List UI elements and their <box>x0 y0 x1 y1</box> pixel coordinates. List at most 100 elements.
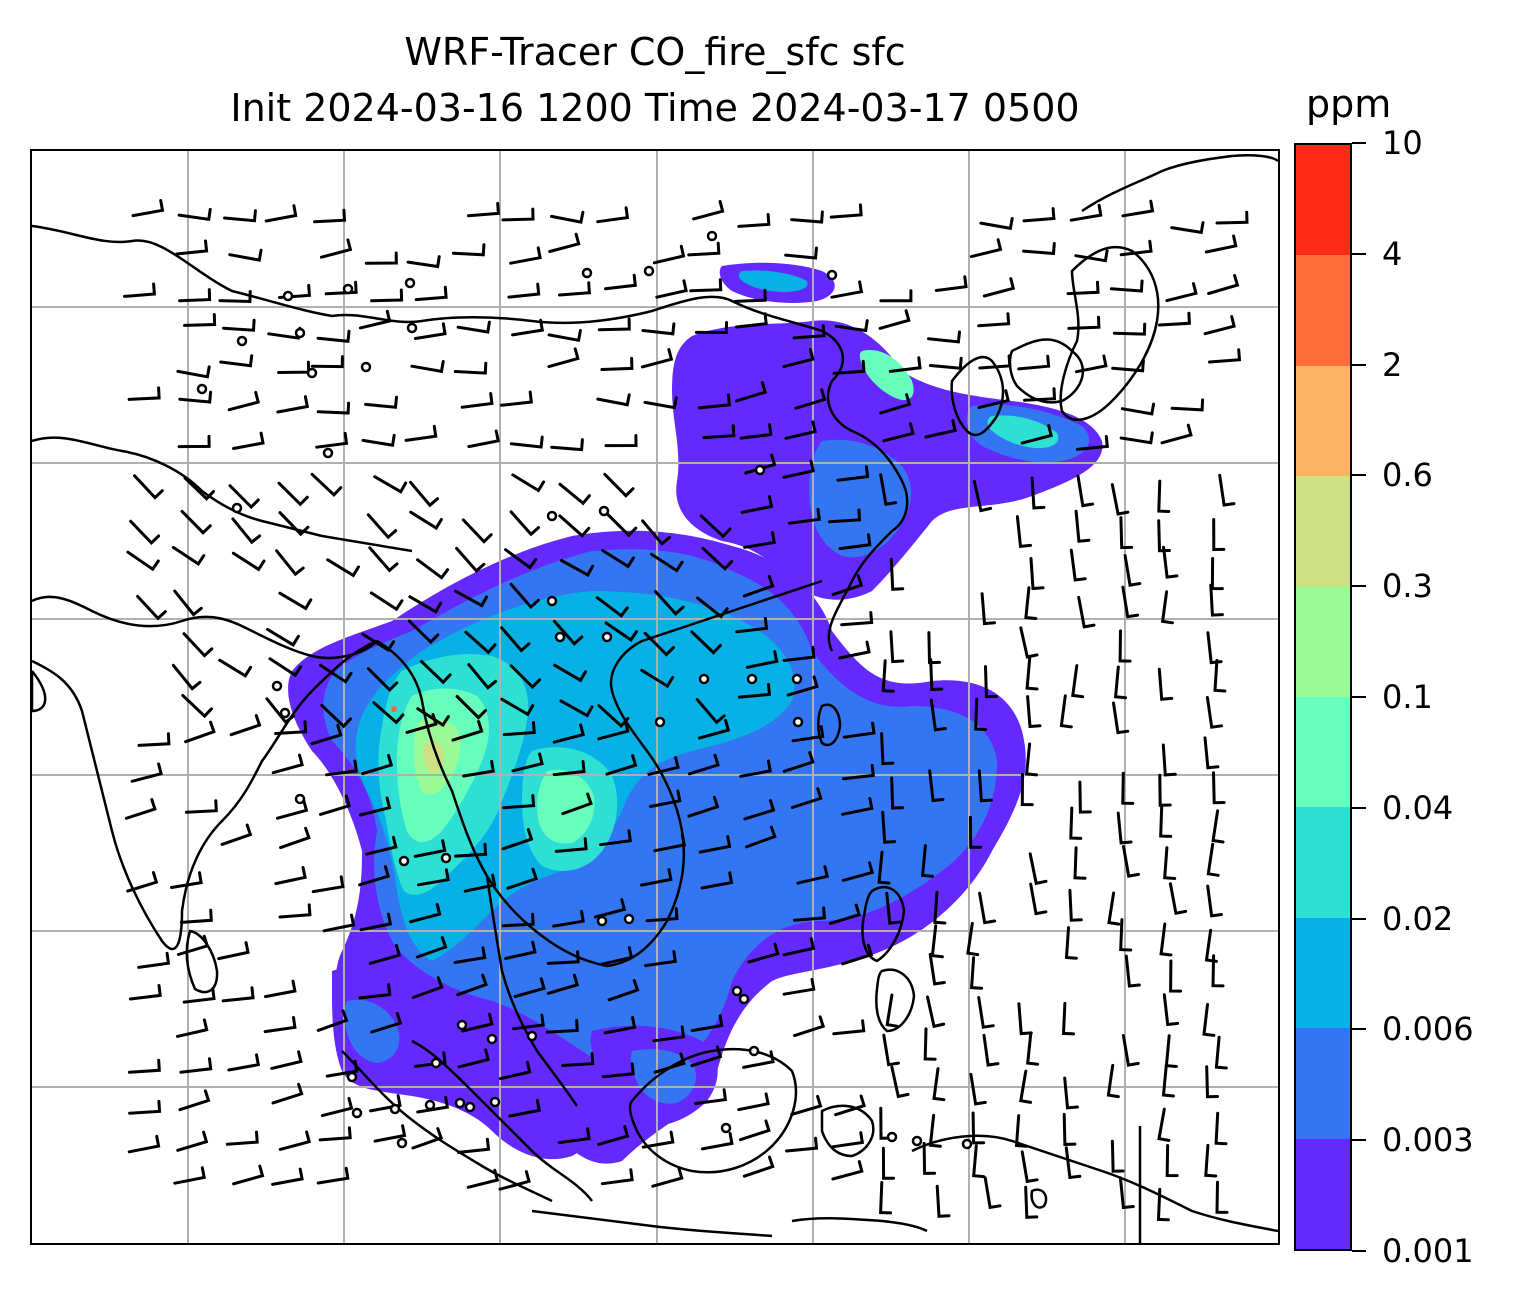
wind-barb <box>696 596 729 619</box>
wind-barb <box>796 865 830 885</box>
wind-barb <box>502 721 536 737</box>
wind-barb <box>124 798 157 820</box>
wind-barb <box>977 769 993 803</box>
wind-barb <box>178 1089 211 1112</box>
wind-barb <box>928 356 963 370</box>
wind-barb <box>652 1025 686 1043</box>
wind-barb <box>687 795 720 818</box>
wind-barb <box>1020 1150 1039 1184</box>
calm-wind-circle <box>294 793 306 805</box>
wind-barb <box>930 924 944 959</box>
wind-barb <box>652 244 686 265</box>
wind-barb <box>1113 665 1128 700</box>
wind-barb <box>1119 516 1134 550</box>
wind-barb <box>834 319 869 333</box>
wind-barb <box>177 434 211 449</box>
calm-wind-circle <box>486 1033 498 1045</box>
wind-barb <box>1212 518 1226 552</box>
wind-barb <box>1029 882 1048 916</box>
wind-barb <box>504 548 538 570</box>
wind-barb <box>792 324 826 340</box>
wind-barb <box>275 549 305 577</box>
calm-wind-circle <box>236 335 248 347</box>
wind-barb <box>511 318 545 337</box>
wind-barb <box>1109 279 1144 293</box>
wind-barb <box>409 480 439 508</box>
wind-barb <box>879 1181 892 1215</box>
colorbar-tick <box>1352 474 1366 477</box>
wind-barb <box>1121 585 1140 619</box>
wind-barb <box>1017 354 1051 371</box>
calm-wind-circle <box>791 673 803 685</box>
wind-barb <box>984 665 998 699</box>
wind-barb <box>836 465 870 482</box>
colorbar-tick <box>1352 363 1366 366</box>
wind-barb <box>232 1164 265 1186</box>
wind-barb <box>1162 545 1179 579</box>
wind-barb <box>974 697 988 731</box>
wind-barb <box>643 396 678 410</box>
wind-barb <box>184 720 216 744</box>
wind-barb <box>509 246 542 265</box>
wind-barb <box>1210 557 1224 591</box>
wind-barb <box>1119 239 1153 257</box>
wind-barb <box>739 423 773 440</box>
wind-barb <box>463 873 497 893</box>
wind-barb <box>548 232 581 253</box>
wind-barb <box>313 208 347 224</box>
wind-barb <box>922 1141 937 1175</box>
wind-barb <box>877 850 891 885</box>
wind-barb <box>788 507 821 525</box>
wind-barb <box>982 1033 1000 1067</box>
wind-barb <box>1020 424 1054 445</box>
calm-wind-circle <box>826 269 838 281</box>
wind-barb <box>739 759 772 778</box>
wind-barb <box>223 209 257 223</box>
wind-barb <box>364 251 398 265</box>
wind-barb <box>466 1168 500 1189</box>
wind-barb <box>462 759 495 778</box>
wind-barb <box>370 288 404 303</box>
wind-barb <box>842 721 876 739</box>
calm-wind-circle <box>961 1138 973 1150</box>
wind-barb <box>176 1130 209 1152</box>
wind-barb <box>453 589 489 608</box>
wind-barb <box>1023 387 1057 402</box>
wind-barb <box>977 389 1011 410</box>
wind-barb <box>222 318 256 332</box>
wind-barb <box>1206 884 1223 918</box>
plume-level-3 <box>987 415 1059 449</box>
wind-barb <box>687 753 720 776</box>
wind-barb <box>969 815 983 849</box>
wind-barb <box>889 557 905 591</box>
wind-barb <box>178 288 212 303</box>
wind-barb <box>828 903 861 925</box>
colorbar-tick <box>1352 142 1366 144</box>
wind-barb <box>358 309 392 330</box>
wind-barb <box>1015 515 1032 549</box>
wind-barb <box>176 934 210 956</box>
wind-barb <box>1116 811 1133 845</box>
calm-wind-circle <box>596 915 608 927</box>
wind-barb <box>1111 359 1145 373</box>
calm-wind-circle <box>581 267 593 279</box>
colorbar-segment <box>1296 1028 1350 1139</box>
wind-barb <box>601 549 635 569</box>
wind-barb <box>928 1113 942 1148</box>
wind-barb <box>277 481 309 507</box>
wind-barb <box>1214 1035 1228 1070</box>
wind-barb <box>127 386 161 401</box>
wind-barb <box>645 907 679 923</box>
wind-barb <box>1017 1002 1033 1036</box>
calm-wind-circle <box>322 447 334 459</box>
wind-barb <box>501 207 535 222</box>
calm-wind-circle <box>601 631 613 643</box>
wind-barb <box>698 835 732 854</box>
wind-barb <box>325 1059 359 1078</box>
wind-barb <box>1169 959 1183 993</box>
wind-barb <box>361 433 396 447</box>
wind-barb <box>1211 954 1225 988</box>
wind-barb <box>1075 354 1108 374</box>
calm-wind-circle <box>398 855 410 867</box>
wind-barb <box>791 725 825 743</box>
